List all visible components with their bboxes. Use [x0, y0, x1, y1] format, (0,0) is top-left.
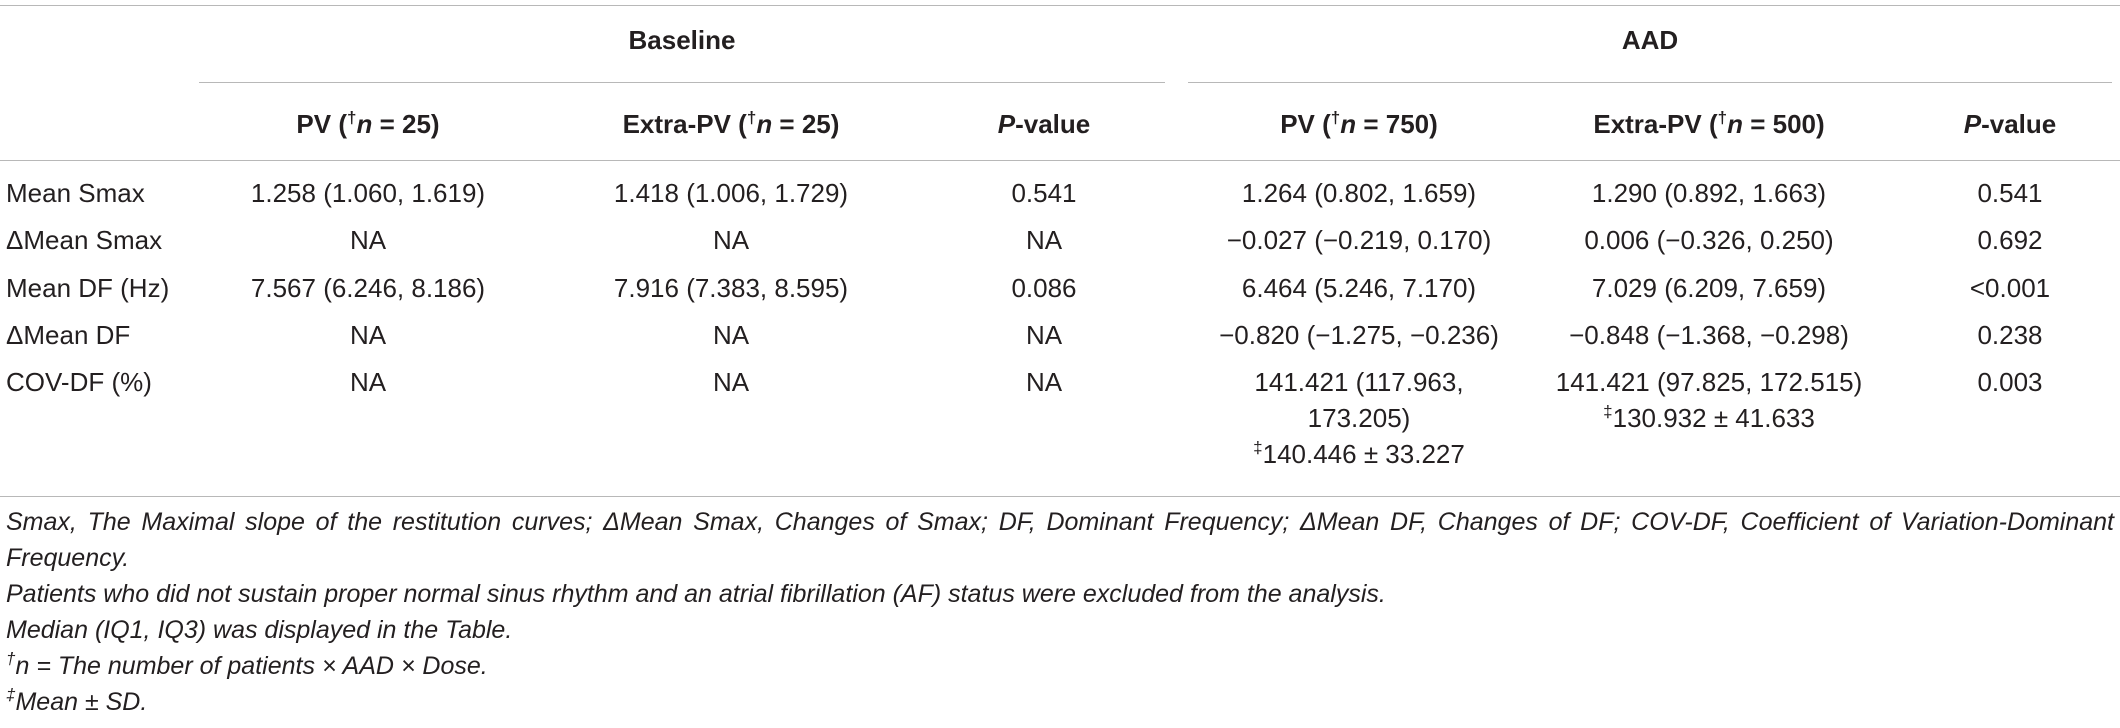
- header-text: Extra-PV (: [622, 109, 747, 139]
- table-cell: 0.238: [1977, 320, 2043, 350]
- column-header: Extra-PV (†n = 500): [1593, 106, 1824, 142]
- header-text: -value: [1015, 109, 1091, 139]
- header-text: Extra-PV (: [1593, 109, 1718, 139]
- top-rule: [0, 5, 2120, 6]
- footnotes: Smax, The Maximal slope of the restituti…: [6, 504, 2114, 720]
- column-header: PV (†n = 25): [296, 106, 439, 142]
- table-cell: 7.916 (7.383, 8.595): [613, 273, 849, 303]
- column-header: Extra-PV (†n = 25): [623, 106, 840, 142]
- group-rule: [199, 82, 1165, 83]
- footnote-mark: †: [746, 108, 757, 127]
- table-cell: 0.006 (−0.326, 0.250): [1584, 225, 1834, 255]
- cell-mean: ‡130.932 ± 41.633: [1499, 400, 1919, 436]
- footnote: Patients who did not sustain proper norm…: [6, 580, 1386, 608]
- group-header: Baseline: [628, 25, 736, 55]
- column-header: PV (†n = 750): [1280, 106, 1438, 142]
- header-rule: [0, 160, 2120, 161]
- table-cell: 1.258 (1.060, 1.619): [250, 178, 486, 208]
- table-cell: 1.418 (1.006, 1.729): [613, 178, 849, 208]
- header-variable: P: [1963, 109, 1982, 139]
- header-variable: n: [356, 109, 373, 139]
- footnote: †n = The number of patients × AAD × Dose…: [6, 648, 2114, 684]
- table-cell: 0.692: [1977, 225, 2043, 255]
- table-cell: −0.820 (−1.275, −0.236): [1219, 320, 1499, 350]
- row-label: ΔMean Smax: [6, 225, 163, 255]
- group-rule: [1188, 82, 2112, 83]
- footnote: Smax, The Maximal slope of the restituti…: [6, 508, 2114, 572]
- table-cell: −0.848 (−1.368, −0.298): [1569, 320, 1849, 350]
- header-text: = 500): [1742, 109, 1825, 139]
- column-header: P-value: [1964, 106, 2057, 142]
- header-text: = 25): [772, 109, 840, 139]
- cell-mean: ‡140.446 ± 33.227: [1204, 436, 1514, 472]
- table-cell: −0.027 (−0.219, 0.170): [1226, 225, 1492, 255]
- footnote-mark: †: [347, 108, 357, 127]
- table-cell: 1.264 (0.802, 1.659): [1241, 178, 1477, 208]
- table-cell: 1.290 (0.892, 1.663): [1591, 178, 1827, 208]
- footnote-mark: †: [6, 649, 16, 668]
- header-text: = 750): [1356, 109, 1438, 139]
- table-cell: 141.421 (117.963, 173.205) ‡140.446 ± 33.…: [1204, 364, 1514, 472]
- table-cell: 7.029 (6.209, 7.659): [1591, 273, 1827, 303]
- table-cell: 141.421 (97.825, 172.515) ‡130.932 ± 41.6…: [1499, 364, 1919, 436]
- footnote-text: Mean ± SD.: [15, 688, 148, 716]
- cell-mean-text: 130.932 ± 41.633: [1612, 403, 1815, 433]
- header-text: = 25): [372, 109, 440, 139]
- header-text: PV (: [1280, 109, 1331, 139]
- table-cell: 0.541: [1011, 178, 1077, 208]
- cell-mean-text: 140.446 ± 33.227: [1262, 439, 1465, 469]
- table-cell: <0.001: [1969, 273, 2051, 303]
- table-cell: NA: [1025, 320, 1063, 350]
- table-cell: 7.567 (6.246, 8.186): [250, 273, 486, 303]
- column-header: P-value: [998, 106, 1091, 142]
- header-variable: n: [756, 109, 773, 139]
- header-variable: n: [1727, 109, 1743, 139]
- table-cell: 0.086: [1011, 273, 1077, 303]
- cell-median: 141.421 (97.825, 172.515): [1555, 367, 1863, 397]
- table-cell: NA: [349, 320, 387, 350]
- header-text: PV (: [296, 109, 347, 139]
- table-cell: 0.541: [1977, 178, 2043, 208]
- footnote-mark: ‡: [1603, 402, 1613, 421]
- row-label: Mean Smax: [6, 178, 145, 208]
- table-cell: NA: [712, 320, 750, 350]
- table-cell: NA: [349, 225, 387, 255]
- header-variable: n: [1340, 109, 1357, 139]
- table-cell: NA: [712, 225, 750, 255]
- table-cell: NA: [712, 367, 750, 397]
- footnote-text: n = The number of patients × AAD × Dose.: [15, 652, 488, 680]
- bottom-rule: [0, 496, 2120, 497]
- row-label: Mean DF (Hz): [6, 273, 170, 303]
- header-text: -value: [1981, 109, 2057, 139]
- table-cell: 6.464 (5.246, 7.170): [1241, 273, 1477, 303]
- header-variable: P: [997, 109, 1016, 139]
- group-header: AAD: [1621, 25, 1679, 55]
- row-label: ΔMean DF: [6, 320, 131, 350]
- table-cell: NA: [1025, 225, 1063, 255]
- footnote: ‡Mean ± SD.: [6, 684, 2114, 720]
- table-cell: NA: [1025, 367, 1063, 397]
- footnote-mark: †: [1717, 108, 1728, 127]
- footnote-mark: †: [1330, 108, 1341, 127]
- footnote: Median (IQ1, IQ3) was displayed in the T…: [6, 616, 513, 644]
- row-label: COV-DF (%): [6, 367, 152, 397]
- table-cell: NA: [349, 367, 387, 397]
- footnote-mark: ‡: [1253, 438, 1263, 457]
- cell-median: 141.421 (117.963, 173.205): [1254, 367, 1464, 433]
- table-cell: 0.003: [1977, 367, 2043, 397]
- footnote-mark: ‡: [6, 685, 16, 704]
